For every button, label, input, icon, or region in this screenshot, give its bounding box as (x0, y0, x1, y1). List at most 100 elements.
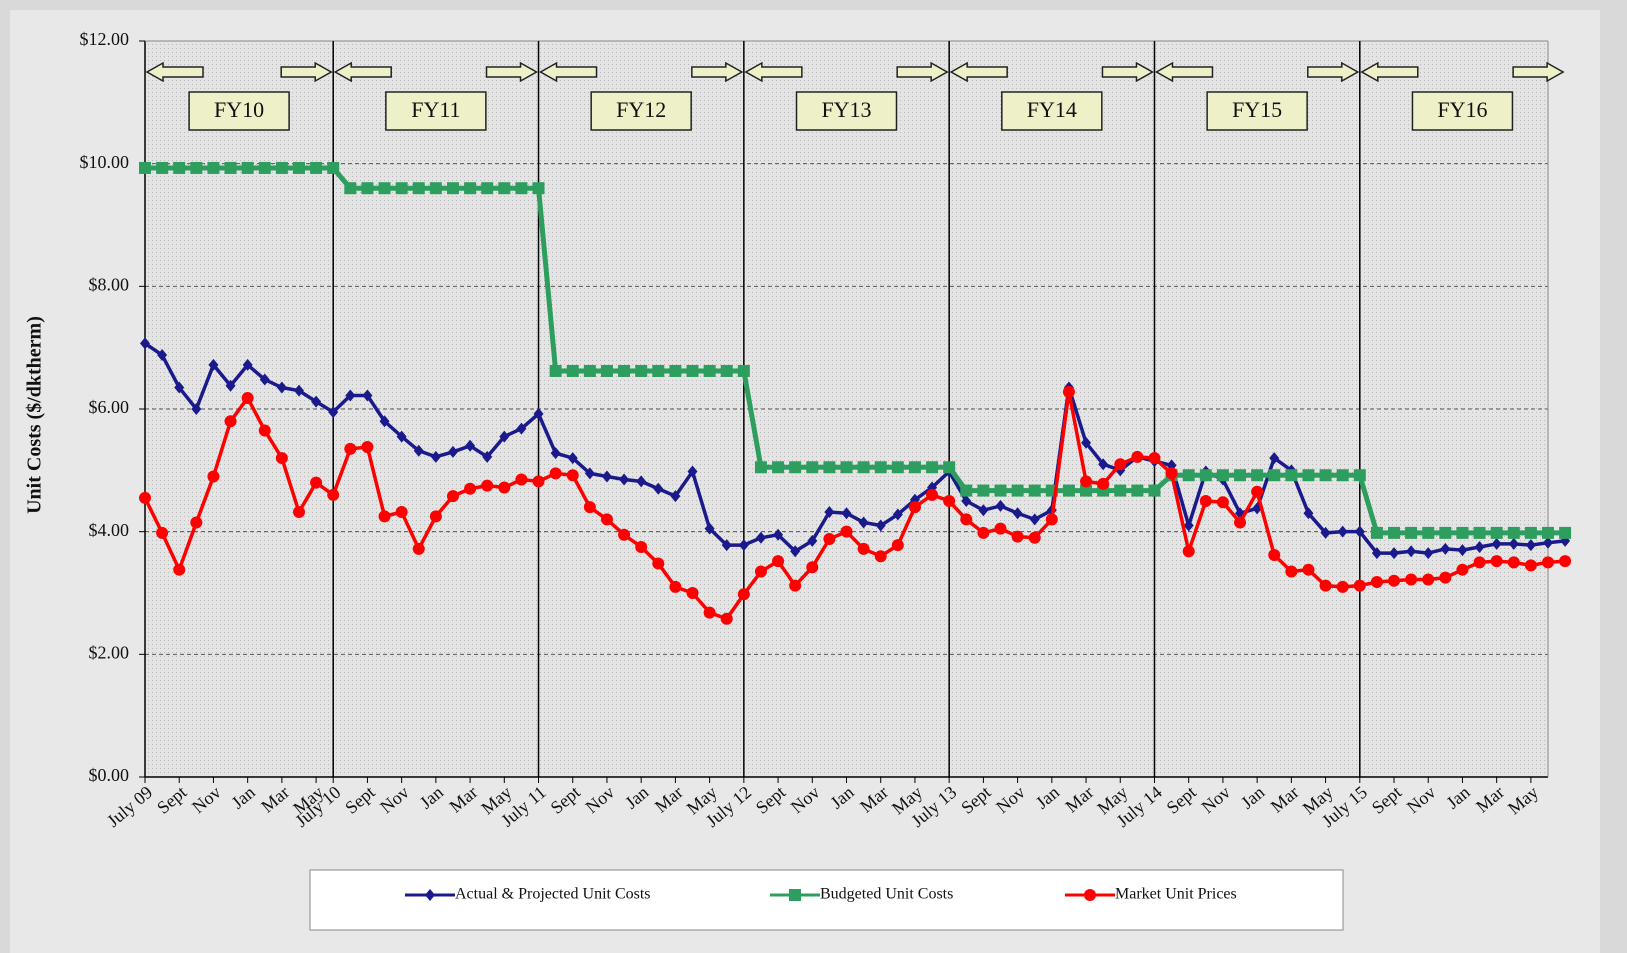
point (926, 461, 939, 474)
point (429, 182, 442, 195)
point (1524, 559, 1537, 572)
fy-box (590, 91, 692, 131)
arrow-left (949, 61, 1008, 83)
point (619, 473, 630, 486)
point (379, 415, 390, 428)
point (567, 452, 578, 465)
point (481, 182, 494, 195)
fy-label: FY11 (411, 97, 460, 122)
point (241, 391, 254, 404)
point (1473, 526, 1486, 539)
fy-label: FY14 (1027, 97, 1077, 122)
point (874, 550, 887, 563)
point (995, 499, 1006, 512)
point (465, 439, 476, 452)
point (327, 488, 340, 501)
point (1423, 547, 1434, 560)
point (1336, 469, 1349, 482)
point (635, 541, 648, 553)
point (1251, 469, 1264, 482)
fy-box (1411, 91, 1514, 131)
point (1148, 484, 1161, 497)
arrow-right (1512, 61, 1565, 83)
point (600, 513, 613, 526)
point (1405, 526, 1418, 539)
point (345, 389, 356, 402)
arrow-right (691, 61, 744, 83)
point (1148, 452, 1161, 465)
arrow-left (333, 61, 392, 83)
point (1011, 530, 1024, 543)
legend-label: Market Unit Prices (1115, 886, 1237, 903)
point (720, 364, 733, 377)
point (412, 182, 425, 195)
point (549, 364, 562, 377)
fy-box (385, 91, 487, 131)
point (378, 510, 391, 523)
point (425, 889, 435, 901)
point (807, 534, 818, 547)
point (293, 384, 304, 397)
point (1045, 513, 1058, 526)
point (652, 557, 665, 570)
point (1525, 539, 1536, 552)
arrow-left (1154, 61, 1214, 83)
point (413, 444, 424, 457)
point (874, 461, 887, 474)
point (1543, 536, 1553, 549)
point (1011, 484, 1024, 497)
arrow-left (1360, 61, 1419, 83)
point (258, 424, 271, 437)
point (789, 461, 802, 474)
point (1319, 469, 1332, 482)
point (1268, 469, 1281, 482)
point (584, 467, 595, 480)
point (566, 364, 579, 377)
point (1131, 450, 1144, 463)
fy-label: FY10 (214, 97, 264, 122)
point (224, 161, 237, 174)
point (789, 889, 801, 901)
point (430, 450, 441, 463)
point (943, 495, 956, 507)
point (1422, 573, 1435, 586)
y-axis-title: Unit Costs ($/dktherm) (24, 316, 46, 514)
point (361, 441, 374, 454)
fy-label: FY15 (1232, 97, 1282, 122)
point (498, 481, 511, 494)
point (773, 528, 784, 541)
point (1507, 556, 1520, 569)
point (790, 545, 801, 558)
point (276, 381, 287, 394)
point (395, 506, 408, 519)
point (190, 516, 203, 529)
point (806, 461, 819, 474)
point (755, 531, 766, 544)
point (1456, 563, 1469, 576)
point (447, 445, 458, 458)
point (310, 476, 323, 489)
point (1456, 526, 1469, 539)
point (327, 161, 340, 174)
point (533, 407, 544, 420)
point (737, 588, 750, 601)
point (720, 612, 733, 625)
point (292, 506, 305, 519)
point (498, 182, 511, 195)
point (1542, 556, 1554, 569)
point (173, 161, 186, 174)
point (412, 542, 425, 555)
point (1029, 513, 1040, 526)
point (1440, 542, 1451, 555)
y-tick-label: $12.00 (80, 29, 130, 49)
y-tick-label: $10.00 (80, 152, 130, 172)
point (1182, 469, 1195, 482)
point (292, 161, 305, 174)
arrow-right (280, 61, 333, 83)
point (361, 182, 374, 195)
point (566, 469, 579, 482)
point (241, 161, 254, 174)
point (1234, 469, 1247, 482)
point (1490, 526, 1503, 539)
